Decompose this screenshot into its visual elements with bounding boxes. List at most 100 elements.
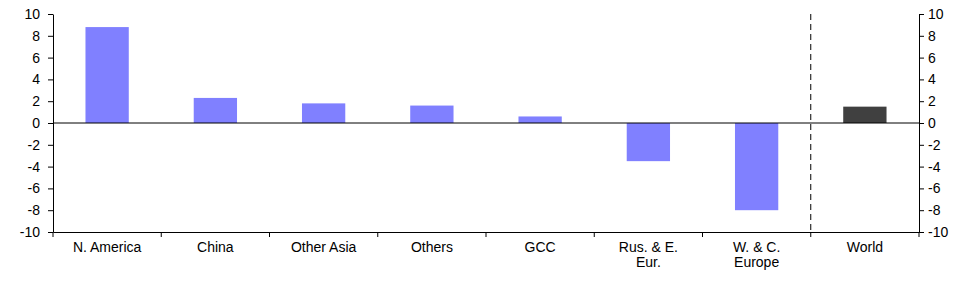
tick-label: -6 xyxy=(928,180,941,196)
divider-tick xyxy=(810,232,811,237)
tick-mark xyxy=(919,210,924,211)
tick: Rus. & E.Eur. xyxy=(619,232,678,270)
tick-label: 8 xyxy=(928,28,936,44)
tick: 0 xyxy=(919,115,936,131)
tick: China xyxy=(197,232,234,255)
tick-mark xyxy=(48,145,53,146)
tick-label: 2 xyxy=(32,93,40,109)
tick: -6 xyxy=(919,180,941,196)
tick-mark xyxy=(48,123,53,124)
divider-tick xyxy=(594,232,595,237)
bar xyxy=(194,98,237,123)
tick: 4 xyxy=(32,71,53,87)
tick-label: Rus. & E.Eur. xyxy=(619,239,678,270)
tick-label: 4 xyxy=(928,71,936,87)
tick: -2 xyxy=(919,137,941,153)
divider-tick xyxy=(269,232,270,237)
tick-label: Others xyxy=(411,239,453,255)
divider-tick xyxy=(377,232,378,237)
tick-label: 8 xyxy=(32,28,40,44)
bar xyxy=(843,107,886,123)
tick: W. & C.Europe xyxy=(733,232,780,270)
tick-label: 6 xyxy=(928,50,936,66)
tick-label: 2 xyxy=(928,93,936,109)
tick-mark xyxy=(48,210,53,211)
tick-label: 10 xyxy=(928,6,944,22)
tick-mark xyxy=(48,167,53,168)
right-y-axis: -10 -8 -6 -4 -2 0 2 4 6 8 10 xyxy=(919,6,948,240)
tick: 6 xyxy=(32,50,53,66)
tick: -4 xyxy=(28,159,53,175)
tick: 8 xyxy=(32,28,53,44)
tick: 2 xyxy=(32,93,53,109)
tick: -10 xyxy=(919,224,948,240)
tick-label: N. America xyxy=(73,239,142,255)
tick: -2 xyxy=(28,137,53,153)
tick-label: -2 xyxy=(28,137,41,153)
tick-mark xyxy=(48,36,53,37)
tick-mark xyxy=(919,232,924,233)
tick-label: -6 xyxy=(28,180,41,196)
bar xyxy=(410,106,453,123)
tick: Other Asia xyxy=(291,232,357,255)
tick-mark xyxy=(48,14,53,15)
tick: -10 xyxy=(20,224,53,240)
divider-tick xyxy=(53,232,54,237)
tick-label: -10 xyxy=(20,224,40,240)
tick-label: China xyxy=(197,239,234,255)
tick-mark xyxy=(919,79,924,80)
bar xyxy=(627,123,670,161)
tick: 10 xyxy=(919,6,944,22)
zero-line xyxy=(53,123,919,124)
tick: 0 xyxy=(32,115,53,131)
tick-label: 10 xyxy=(24,6,40,22)
tick-label: -4 xyxy=(928,159,941,175)
tick: 10 xyxy=(24,6,53,22)
tick-label: W. & C.Europe xyxy=(733,239,780,270)
left-y-axis: -10 -8 -6 -4 -2 0 2 4 6 8 10 xyxy=(20,6,54,240)
tick-mark xyxy=(919,101,924,102)
tick-mark xyxy=(919,188,924,189)
tick-label: 0 xyxy=(928,115,936,131)
tick-label-line: Rus. & E. xyxy=(619,239,678,255)
divider-tick xyxy=(919,232,920,237)
tick-mark xyxy=(48,188,53,189)
divider-tick xyxy=(486,232,487,237)
tick-label-line: Eur. xyxy=(636,254,661,270)
tick-label: -2 xyxy=(928,137,941,153)
tick-mark xyxy=(48,58,53,59)
tick: 2 xyxy=(919,93,936,109)
divider-tick xyxy=(161,232,162,237)
tick: 6 xyxy=(919,50,936,66)
tick-label: -10 xyxy=(928,224,948,240)
tick-label: -4 xyxy=(28,159,41,175)
x-axis: N. America China Other Asia Others GCC Rus. &… xyxy=(54,232,920,270)
tick-label: -8 xyxy=(28,202,41,218)
tick: World xyxy=(847,232,883,255)
tick-label: 4 xyxy=(32,71,40,87)
tick-mark xyxy=(48,232,53,233)
tick-label-line: Europe xyxy=(734,254,779,270)
tick-label: -8 xyxy=(928,202,941,218)
bar xyxy=(302,103,345,123)
tick-label: 0 xyxy=(32,115,40,131)
tick: 4 xyxy=(919,71,936,87)
tick-label: Other Asia xyxy=(291,239,357,255)
tick-mark xyxy=(919,167,924,168)
tick-label: World xyxy=(847,239,883,255)
bar xyxy=(518,116,561,123)
tick-label-line: W. & C. xyxy=(733,239,780,255)
tick: 8 xyxy=(919,28,936,44)
tick-mark xyxy=(919,145,924,146)
bars xyxy=(85,27,886,210)
tick-label: GCC xyxy=(525,239,556,255)
tick-mark xyxy=(919,123,924,124)
tick: -8 xyxy=(28,202,53,218)
separator xyxy=(810,14,811,232)
tick-mark xyxy=(48,79,53,80)
chart: -10 -8 -6 -4 -2 0 2 4 6 8 10 -10 -8 -6 -4 -2 0 2 4 6 8 10 N. A… xyxy=(0,0,966,294)
tick: -8 xyxy=(919,202,941,218)
tick-mark xyxy=(48,101,53,102)
tick: GCC xyxy=(525,232,556,255)
tick: -6 xyxy=(28,180,53,196)
